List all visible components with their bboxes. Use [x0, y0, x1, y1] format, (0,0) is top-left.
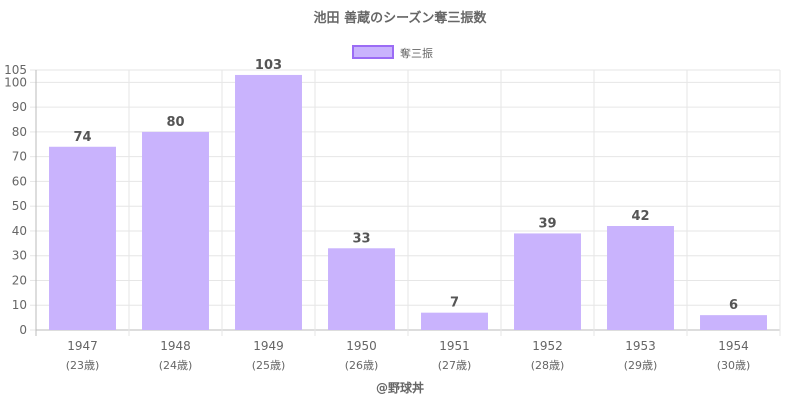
- y-tick-label: 70: [12, 150, 27, 164]
- x-tick-sublabel: (30歳): [717, 359, 751, 372]
- bar[interactable]: [142, 131, 209, 330]
- bars: [49, 74, 767, 330]
- bar[interactable]: [700, 315, 767, 330]
- bar[interactable]: [235, 74, 302, 330]
- y-tick-label: 40: [12, 224, 27, 238]
- data-label: 80: [166, 115, 184, 130]
- x-tick-label: 1951: [439, 339, 470, 353]
- y-tick-label: 50: [12, 199, 27, 213]
- x-tick-sublabel: (28歳): [531, 359, 565, 372]
- x-axis-ticks: 1947 (23歳) 1948 (24歳) 1949 (25歳) 1950 (26歳) 1951…: [66, 339, 751, 372]
- data-label: 39: [538, 216, 556, 231]
- x-tick-sublabel: (27歳): [438, 359, 472, 372]
- y-tick-label: 30: [12, 249, 27, 263]
- credit-text: @野球丼: [376, 380, 424, 395]
- x-tick-label: 1950: [346, 339, 377, 353]
- x-tick-label: 1948: [160, 339, 191, 353]
- data-label: 7: [450, 296, 459, 311]
- y-tick-label: 20: [12, 273, 27, 287]
- bar[interactable]: [607, 226, 674, 330]
- data-label: 103: [255, 58, 282, 73]
- legend-swatch: [352, 45, 394, 59]
- data-label: 42: [631, 209, 649, 224]
- x-tick-sublabel: (29歳): [624, 359, 658, 372]
- x-tick-sublabel: (26歳): [345, 359, 379, 372]
- chart-title: 池田 善蔵のシーズン奪三振数: [314, 10, 488, 26]
- x-tick-label: 1953: [625, 339, 656, 353]
- x-tick-label: 1949: [253, 339, 284, 353]
- bar[interactable]: [514, 233, 581, 330]
- x-tick-sublabel: (24歳): [159, 359, 193, 372]
- x-tick-sublabel: (23歳): [66, 359, 100, 372]
- bar[interactable]: [421, 312, 488, 330]
- y-tick-label: 10: [12, 298, 27, 312]
- data-labels: 74 80 103 33 7 39 42 6: [73, 58, 738, 313]
- data-label: 6: [729, 298, 738, 313]
- y-tick-label: 60: [12, 174, 27, 188]
- data-label: 33: [352, 231, 370, 246]
- x-tick-sublabel: (25歳): [252, 359, 286, 372]
- data-label: 74: [73, 130, 91, 145]
- y-tick-label: 100: [4, 75, 27, 89]
- legend-label: 奪三振: [400, 46, 433, 60]
- x-tick-label: 1952: [532, 339, 563, 353]
- y-tick-label: 90: [12, 100, 27, 114]
- bar[interactable]: [328, 248, 395, 330]
- legend[interactable]: 奪三振: [352, 45, 433, 60]
- y-tick-label: 105: [4, 63, 27, 77]
- x-tick-label: 1954: [718, 339, 749, 353]
- bar[interactable]: [49, 146, 116, 330]
- y-tick-label: 0: [19, 323, 27, 337]
- y-tick-label: 80: [12, 125, 27, 139]
- x-tick-label: 1947: [67, 339, 98, 353]
